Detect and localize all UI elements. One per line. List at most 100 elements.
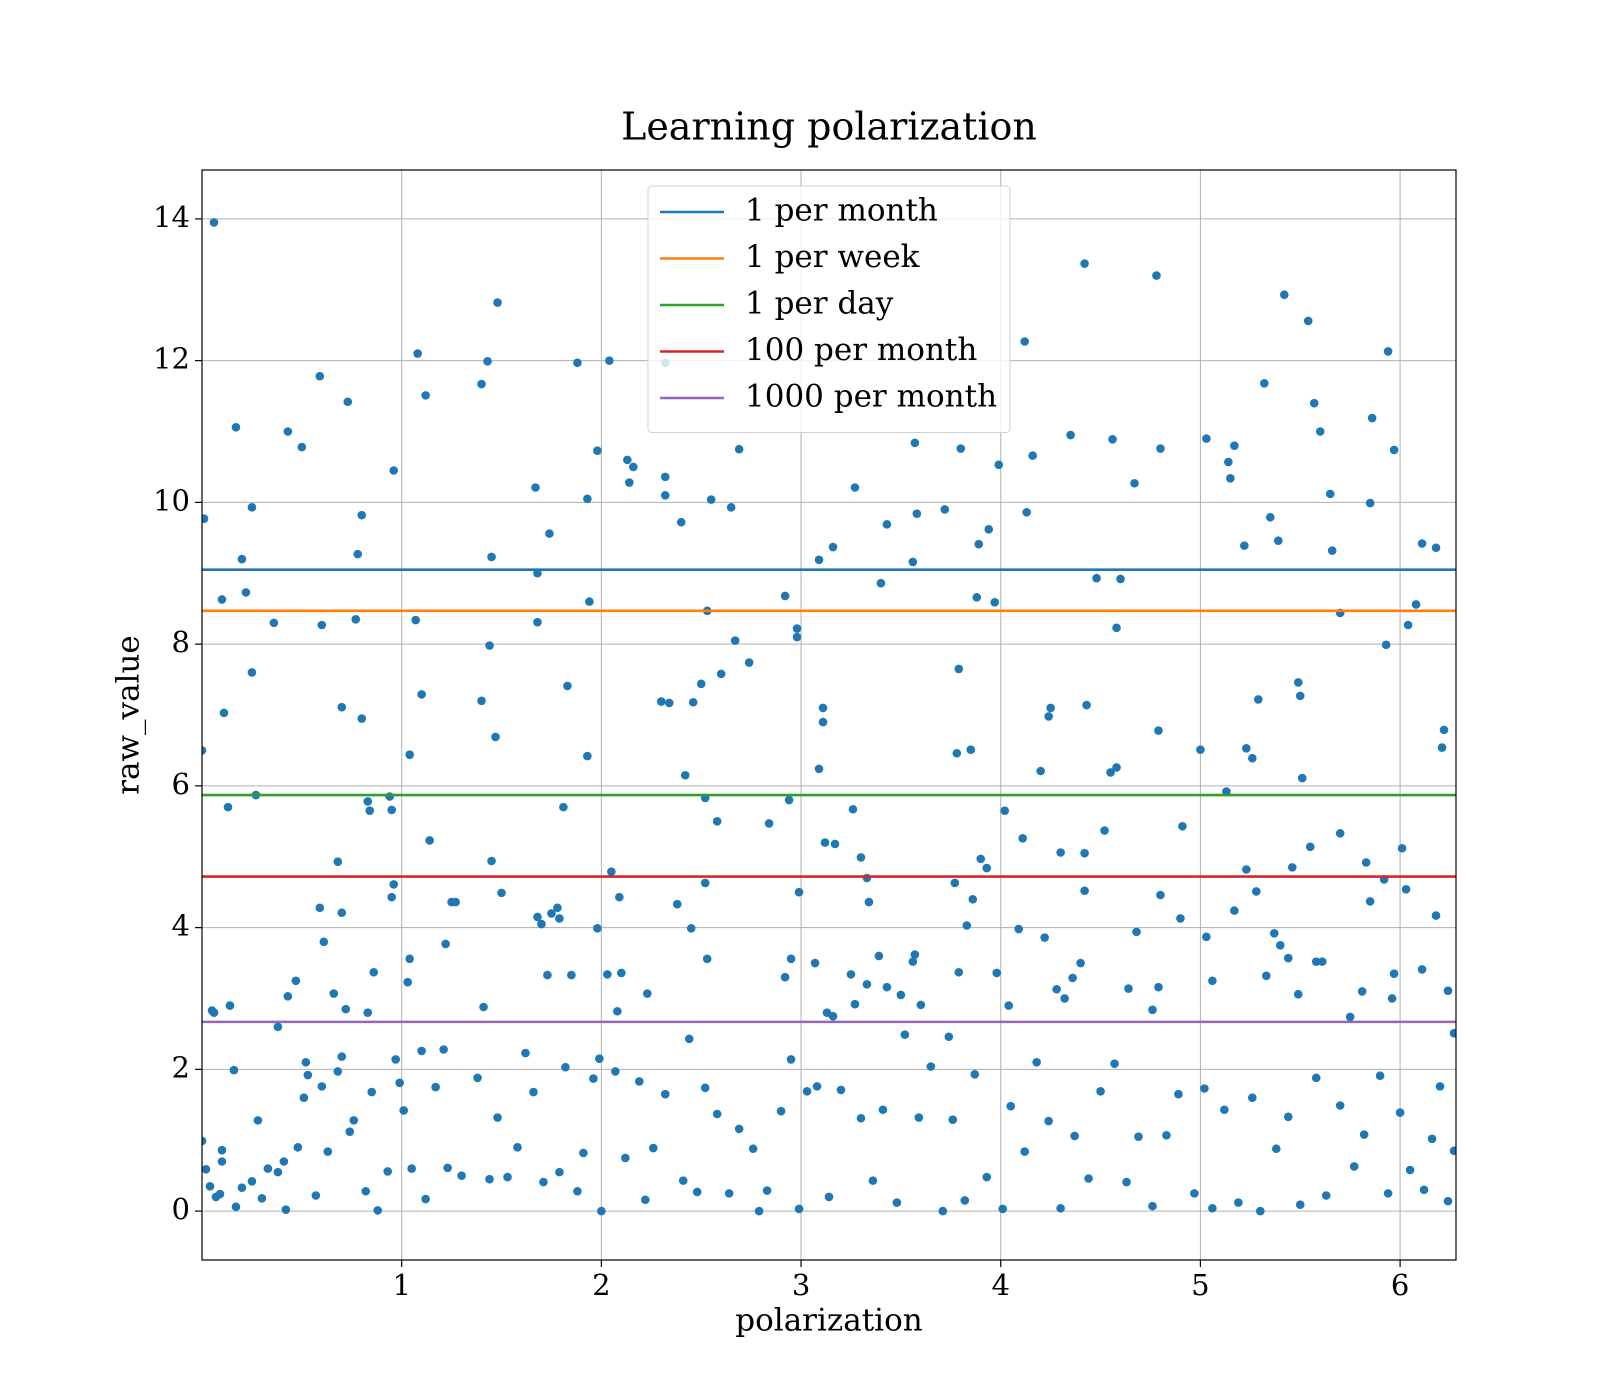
scatter-point xyxy=(237,554,247,564)
scatter-point xyxy=(1242,744,1251,753)
scatter-point xyxy=(1359,1130,1369,1139)
scatter-point xyxy=(900,1030,910,1039)
scatter-point xyxy=(660,490,670,500)
scatter-point xyxy=(990,598,1000,607)
scatter-point xyxy=(1365,498,1375,508)
scatter-point xyxy=(443,1163,452,1173)
scatter-point xyxy=(1200,1084,1209,1093)
scatter-point xyxy=(395,1078,404,1088)
scatter-point xyxy=(539,1177,548,1187)
scatter-point xyxy=(613,1006,622,1016)
y-tick-label: 4 xyxy=(172,909,190,943)
scatter-point xyxy=(317,1082,327,1091)
scatter-point xyxy=(1156,890,1165,900)
scatter-point xyxy=(868,1176,878,1185)
scatter-point xyxy=(547,909,556,918)
scatter-point xyxy=(762,1186,772,1195)
scatter-point xyxy=(219,708,229,718)
scatter-point xyxy=(363,797,373,806)
scatter-point xyxy=(878,1105,888,1115)
scatter-point xyxy=(217,1145,227,1155)
scatter-point xyxy=(533,617,542,627)
scatter-point xyxy=(257,1194,267,1203)
scatter-point xyxy=(1176,914,1185,923)
scatter-point xyxy=(1417,965,1427,974)
scatter-point xyxy=(1252,887,1261,896)
scatter-point xyxy=(950,878,960,888)
plot-area xyxy=(202,218,1456,1216)
scatter-point xyxy=(579,1148,588,1158)
scatter-point xyxy=(391,1055,400,1064)
legend-label: 1 per week xyxy=(745,239,920,275)
chart-title: Learning polarization xyxy=(621,105,1037,149)
scatter-point xyxy=(223,802,233,812)
scatter-point xyxy=(954,967,964,977)
scatter-point xyxy=(413,349,422,358)
scatter-point xyxy=(1419,1185,1429,1195)
scatter-point xyxy=(1311,1073,1321,1083)
scatter-point xyxy=(1389,445,1399,455)
scatter-point xyxy=(972,593,982,602)
scatter-point xyxy=(1066,430,1075,440)
scatter-point xyxy=(916,1000,926,1010)
scatter-point xyxy=(299,1093,309,1103)
scatter-point xyxy=(1273,536,1283,545)
scatter-point xyxy=(1056,848,1065,857)
scatter-point xyxy=(1365,897,1375,906)
scatter-point xyxy=(828,542,838,552)
scatter-point xyxy=(1405,1165,1415,1175)
scatter-point xyxy=(862,980,872,989)
scatter-point xyxy=(1403,620,1413,630)
scatter-point xyxy=(686,924,696,933)
scatter-point xyxy=(603,970,612,979)
scatter-point xyxy=(938,1206,948,1216)
scatter-point xyxy=(1287,863,1297,872)
scatter-point xyxy=(926,1062,936,1071)
scatter-point xyxy=(1230,906,1239,915)
scatter-point xyxy=(297,442,307,452)
scatter-point xyxy=(1076,958,1085,968)
scatter-point xyxy=(281,1205,291,1214)
scatter-point xyxy=(1361,858,1371,867)
scatter-point xyxy=(1295,1200,1305,1210)
scatter-point xyxy=(1134,1132,1143,1141)
scatter-point xyxy=(589,1074,598,1083)
scatter-point xyxy=(966,745,976,755)
scatter-point xyxy=(333,1067,343,1076)
scatter-point xyxy=(1226,473,1235,483)
scatter-point xyxy=(202,514,209,523)
scatter-point xyxy=(1311,957,1321,966)
scatter-point xyxy=(702,954,712,964)
scatter-point xyxy=(1240,541,1249,550)
scatter-point xyxy=(269,618,279,628)
scatter-point xyxy=(341,1004,351,1014)
scatter-point xyxy=(802,1087,812,1096)
scatter-point xyxy=(1096,1087,1105,1096)
scatter-point xyxy=(421,391,430,400)
scatter-point xyxy=(968,894,978,904)
scatter-point xyxy=(369,967,379,977)
scatter-point xyxy=(629,462,638,472)
scatter-point xyxy=(593,446,602,455)
scatter-point xyxy=(593,924,602,933)
scatter-point xyxy=(457,1171,466,1180)
scatter-point xyxy=(431,1082,440,1092)
scatter-point xyxy=(439,1045,448,1054)
scatter-point xyxy=(1020,1147,1029,1156)
scatter-point xyxy=(407,1164,416,1173)
legend-label: 100 per month xyxy=(745,332,977,368)
scatter-point xyxy=(786,1055,796,1064)
scatter-point xyxy=(315,903,325,913)
scatter-point xyxy=(1070,1131,1079,1141)
scatter-point xyxy=(994,460,1004,470)
scatter-point xyxy=(351,615,361,624)
scatter-point xyxy=(487,856,496,866)
scatter-point xyxy=(1357,987,1367,996)
scatter-point xyxy=(323,1147,333,1156)
scatter-point xyxy=(411,615,420,625)
scatter-point xyxy=(1084,1174,1093,1183)
scatter-point xyxy=(1068,973,1077,983)
scatter-point xyxy=(215,1189,225,1199)
scatter-point xyxy=(617,968,626,978)
